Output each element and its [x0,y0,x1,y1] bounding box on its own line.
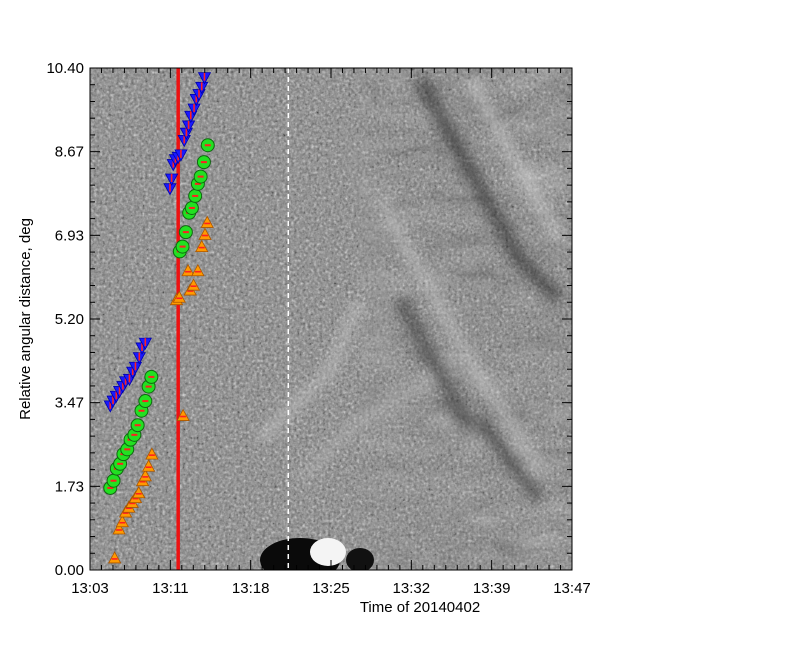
y-tick-label: 8.67 [55,144,84,161]
marker-point [112,522,126,535]
marker-point [138,469,152,482]
marker-point [191,263,205,277]
x-tick-label: 13:18 [232,580,270,597]
marker-point [132,485,146,499]
marker-point [115,514,129,528]
x-tick-label: 13:39 [473,580,511,597]
marker-point [195,239,209,252]
y-tick-labels: 0.00 1.73 3.47 5.20 6.93 8.67 10.40 [46,60,84,579]
y-tick-label: 0.00 [55,562,84,579]
series-upper-orange [169,215,214,306]
y-tick-label: 6.93 [55,227,84,244]
marker-point [172,290,186,303]
axis-ticks [89,67,573,571]
series-lower-orange [107,408,190,564]
marker-point [145,447,159,460]
y-tick-label: 1.73 [55,478,84,495]
marker-point [176,408,190,421]
marker-point [141,459,156,472]
y-tick-label: 3.47 [55,395,84,412]
y-tick-label: 5.20 [55,311,84,328]
x-tick-label: 13:47 [553,580,591,597]
series-upper-green [172,138,215,259]
x-tick-label: 13:11 [152,580,188,597]
marker-point [107,551,122,564]
marker-point [186,278,201,291]
marker-point [181,263,195,277]
x-tick-label: 13:32 [393,580,431,597]
marker-point [198,227,212,240]
y-axis-title: Relative angular distance, deg [17,218,34,420]
x-axis-title: Time of 20140402 [360,599,480,616]
x-tick-label: 13:25 [312,580,350,597]
x-tick-labels: 13:03 13:11 13:18 13:25 13:32 13:39 13:47 [71,580,591,597]
marker-layer [103,72,215,564]
y-tick-label: 10.40 [46,60,84,77]
running-difference-map [90,68,572,570]
x-tick-label: 13:03 [71,580,109,597]
marker-point [200,215,214,228]
series-lower-blue [103,337,152,413]
series-upper-blue [163,72,212,196]
series-lower-green [103,369,159,495]
